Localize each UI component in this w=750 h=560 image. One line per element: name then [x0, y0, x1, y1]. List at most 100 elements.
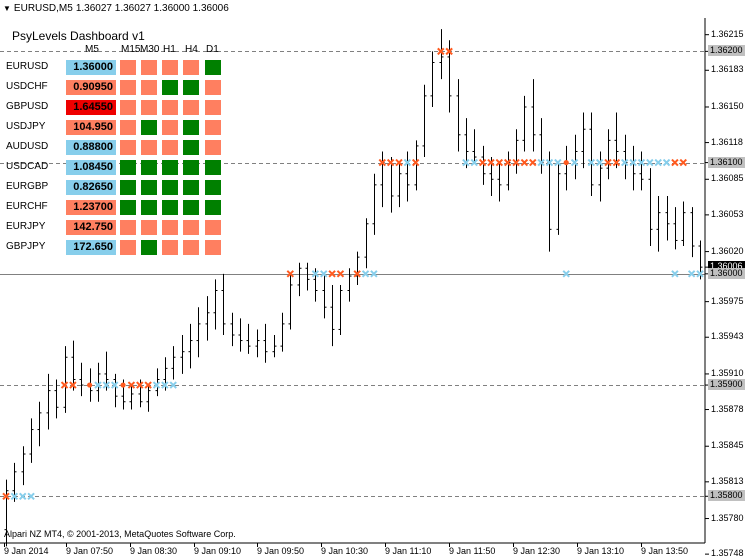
dashboard-price: 104.950	[66, 120, 116, 135]
timeframe-signal-cell	[120, 100, 136, 115]
sell-marker-x	[478, 158, 487, 167]
ohlc-bar	[665, 195, 670, 241]
timeframe-signal-cell	[183, 200, 199, 215]
timeframe-signal-cell	[162, 240, 178, 255]
price-tick-label: 1.35910	[711, 367, 744, 378]
ohlc-bar	[673, 207, 678, 250]
timeframe-label: H4	[185, 44, 198, 55]
sell-marker-x	[520, 158, 529, 167]
price-tick-label: 1.36150	[711, 100, 744, 111]
timeframe-signal-cell	[205, 200, 221, 215]
timeframe-signal-cell	[120, 200, 136, 215]
ohlc-bar	[46, 373, 51, 430]
sell-marker-x	[69, 381, 77, 389]
ohlc-bar	[155, 368, 160, 397]
chart-header: ▼ EURUSD,M5 1.36027 1.36027 1.36000 1.36…	[3, 3, 229, 14]
ohlc-bar	[547, 151, 552, 252]
buy-marker-x	[637, 158, 646, 167]
timeframe-signal-cell	[141, 240, 157, 255]
ohlc-bar	[297, 262, 302, 297]
timeframe-signal-cell	[120, 220, 136, 235]
timeframe-signal-cell	[141, 160, 157, 175]
timeframe-signal-cell	[183, 180, 199, 195]
buy-marker-x	[470, 158, 478, 167]
timeframe-signal-cell	[162, 220, 178, 235]
timeframe-signal-cell	[205, 220, 221, 235]
ohlc-bar	[681, 201, 686, 247]
timeframe-signal-cell	[120, 160, 136, 175]
marker-dot	[87, 382, 93, 388]
ohlc-bar	[648, 168, 653, 247]
dashboard-price: 142.750	[66, 220, 116, 235]
time-tick-marks	[4, 543, 642, 547]
time-tick-label: 9 Jan 13:50	[641, 546, 689, 556]
buy-marker-x	[27, 492, 35, 500]
timeframe-signal-cell	[141, 140, 157, 155]
sell-marker-x	[353, 270, 361, 278]
ohlc-bar	[272, 335, 277, 358]
ohlc-quotes: 1.36027 1.36027 1.36000 1.36006	[75, 3, 229, 14]
ohlc-bar	[96, 362, 101, 402]
sell-marker-x	[286, 270, 294, 278]
time-tick-label: 9 Jan 13:10	[577, 546, 625, 556]
ohlc-bar	[330, 284, 335, 347]
ohlc-bar	[430, 51, 435, 107]
timeframe-label: M30	[140, 44, 160, 55]
ohlc-bar	[631, 145, 636, 191]
ohlc-bar	[556, 162, 561, 235]
price-tick-label: 1.35975	[711, 295, 744, 306]
timeframe-signal-cell	[120, 120, 136, 135]
buy-marker-x	[696, 270, 704, 278]
ohlc-bar	[506, 151, 511, 191]
ohlc-bar	[564, 145, 569, 191]
sell-marker-x	[136, 381, 144, 389]
ohlc-bar	[456, 79, 461, 152]
timeframe-signal-cell	[183, 60, 199, 75]
timeframe-signal-cell	[141, 100, 157, 115]
buy-marker-x	[110, 381, 119, 389]
dashboard-symbol: GBPUSD	[6, 101, 49, 112]
time-tick-label: 9 Jan 12:30	[513, 546, 561, 556]
timeframe-signal-cell	[183, 220, 199, 235]
triangle-down-icon[interactable]: ▼	[3, 4, 11, 13]
ohlc-bar	[422, 84, 427, 158]
timeframe-signal-cell	[120, 80, 136, 95]
price-tick-label: 1.36085	[711, 173, 744, 184]
psy-levels-layer	[0, 51, 705, 497]
sell-marker-x	[529, 158, 537, 167]
price-tick-label: 1.35878	[711, 403, 744, 414]
ohlc-bar	[63, 346, 68, 413]
ohlc-bar	[205, 296, 210, 341]
buy-marker-x	[311, 270, 320, 278]
price-tick-label: 1.35845	[711, 440, 744, 451]
ohlc-bar	[129, 385, 134, 410]
ohlc-bar	[606, 129, 611, 180]
symbol-label: EURUSD,M5	[13, 3, 73, 14]
time-tick-label: 9 Jan 08:30	[130, 546, 178, 556]
dashboard-symbol: AUDUSD	[6, 141, 49, 152]
buy-marker-x	[662, 158, 671, 167]
price-tick-label: 1.36118	[711, 136, 743, 147]
sell-marker-x	[495, 158, 504, 167]
timeframe-signal-cell	[141, 80, 157, 95]
ohlc-bar	[514, 129, 519, 174]
time-tick-label: 9 Jan 07:50	[66, 546, 114, 556]
buy-marker-x	[595, 158, 604, 167]
timeframe-signal-cell	[205, 140, 221, 155]
buy-marker-x	[621, 158, 629, 167]
ohlc-bar	[497, 162, 502, 202]
timeframe-signal-cell	[205, 120, 221, 135]
sell-marker-x	[378, 158, 386, 167]
buy-marker-x	[537, 158, 545, 167]
ohlc-bar	[355, 251, 360, 285]
ohlc-bar	[573, 134, 578, 180]
dashboard-price: 1.64550	[66, 100, 116, 115]
sell-marker-x	[612, 158, 621, 167]
dashboard-price: 172.650	[66, 240, 116, 255]
timeframe-signal-cell	[205, 180, 221, 195]
ohlc-bar	[639, 151, 644, 191]
timeframe-signal-cell	[120, 240, 136, 255]
ohlc-bar	[188, 323, 193, 369]
